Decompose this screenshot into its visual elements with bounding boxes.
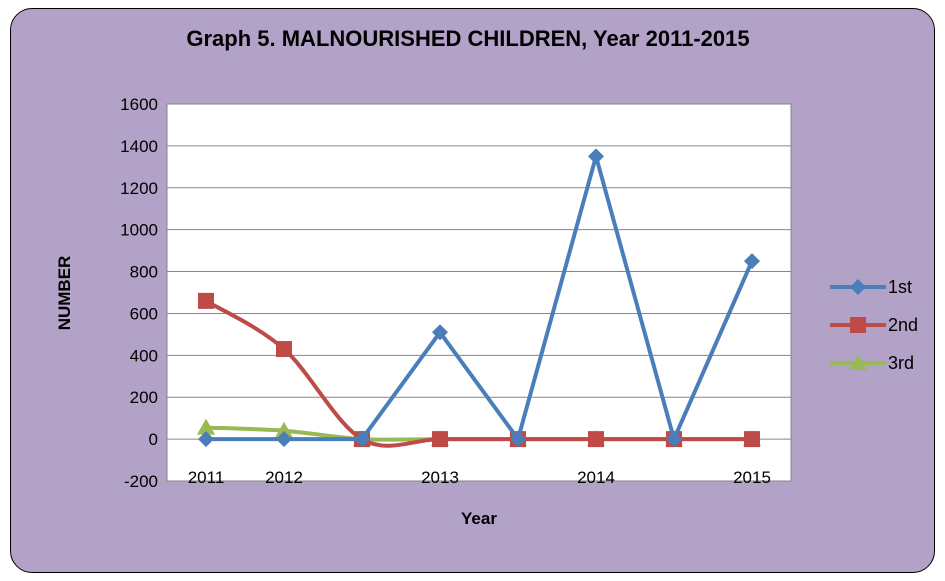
y-tick-label: 1200 [120, 179, 158, 198]
y-tick-label: -200 [124, 472, 158, 491]
series-group [197, 148, 761, 448]
data-point [276, 431, 292, 448]
y-axis-title: NUMBER [55, 256, 74, 331]
x-tick-label: 2014 [577, 468, 615, 487]
x-axis-ticks: 2011 2012 2013 2014 2015 [188, 468, 771, 487]
data-point [744, 431, 760, 448]
legend-marker [850, 279, 866, 295]
x-tick-label: 2013 [421, 468, 459, 487]
data-point [744, 253, 760, 270]
x-axis-title: Year [461, 509, 497, 528]
chart-title: Graph 5. MALNOURISHED CHILDREN, Year 201… [186, 26, 749, 51]
legend-item-2nd: 2nd [830, 315, 918, 335]
x-tick-label: 2012 [265, 468, 303, 487]
y-tick-label: 800 [130, 263, 158, 282]
legend: 1st 2nd 3rd [830, 277, 918, 373]
legend-label: 3rd [888, 353, 914, 373]
x-tick-label: 2011 [188, 468, 225, 487]
data-point [432, 324, 448, 341]
plot-border [166, 103, 792, 482]
legend-marker [849, 354, 867, 370]
data-point [276, 341, 292, 358]
data-point [510, 431, 526, 448]
y-tick-label: 400 [130, 346, 158, 365]
legend-label: 1st [888, 277, 912, 297]
legend-item-1st: 1st [830, 277, 912, 297]
data-point [197, 418, 215, 435]
y-tick-label: 0 [149, 430, 158, 449]
data-point [275, 421, 293, 438]
legend-label: 2nd [888, 315, 918, 335]
y-axis-ticks: -200 0 200 400 600 800 1000 1200 1400 1600 [120, 95, 158, 491]
data-point [588, 148, 604, 165]
y-tick-label: 1000 [120, 221, 158, 240]
data-point [666, 431, 682, 448]
y-tick-label: 1600 [120, 95, 158, 114]
legend-marker [850, 317, 866, 333]
plot-area [167, 104, 791, 481]
y-tick-label: 1400 [120, 137, 158, 156]
series-line [206, 154, 754, 442]
legend-item-3rd: 3rd [830, 353, 914, 373]
data-point [588, 431, 604, 448]
series-1st [198, 148, 760, 448]
data-point [198, 292, 214, 309]
data-point [354, 431, 370, 448]
x-tick-label: 2015 [733, 468, 771, 487]
y-tick-label: 200 [130, 388, 158, 407]
y-tick-label: 600 [130, 304, 158, 323]
data-point [432, 431, 448, 448]
data-point [198, 431, 214, 448]
